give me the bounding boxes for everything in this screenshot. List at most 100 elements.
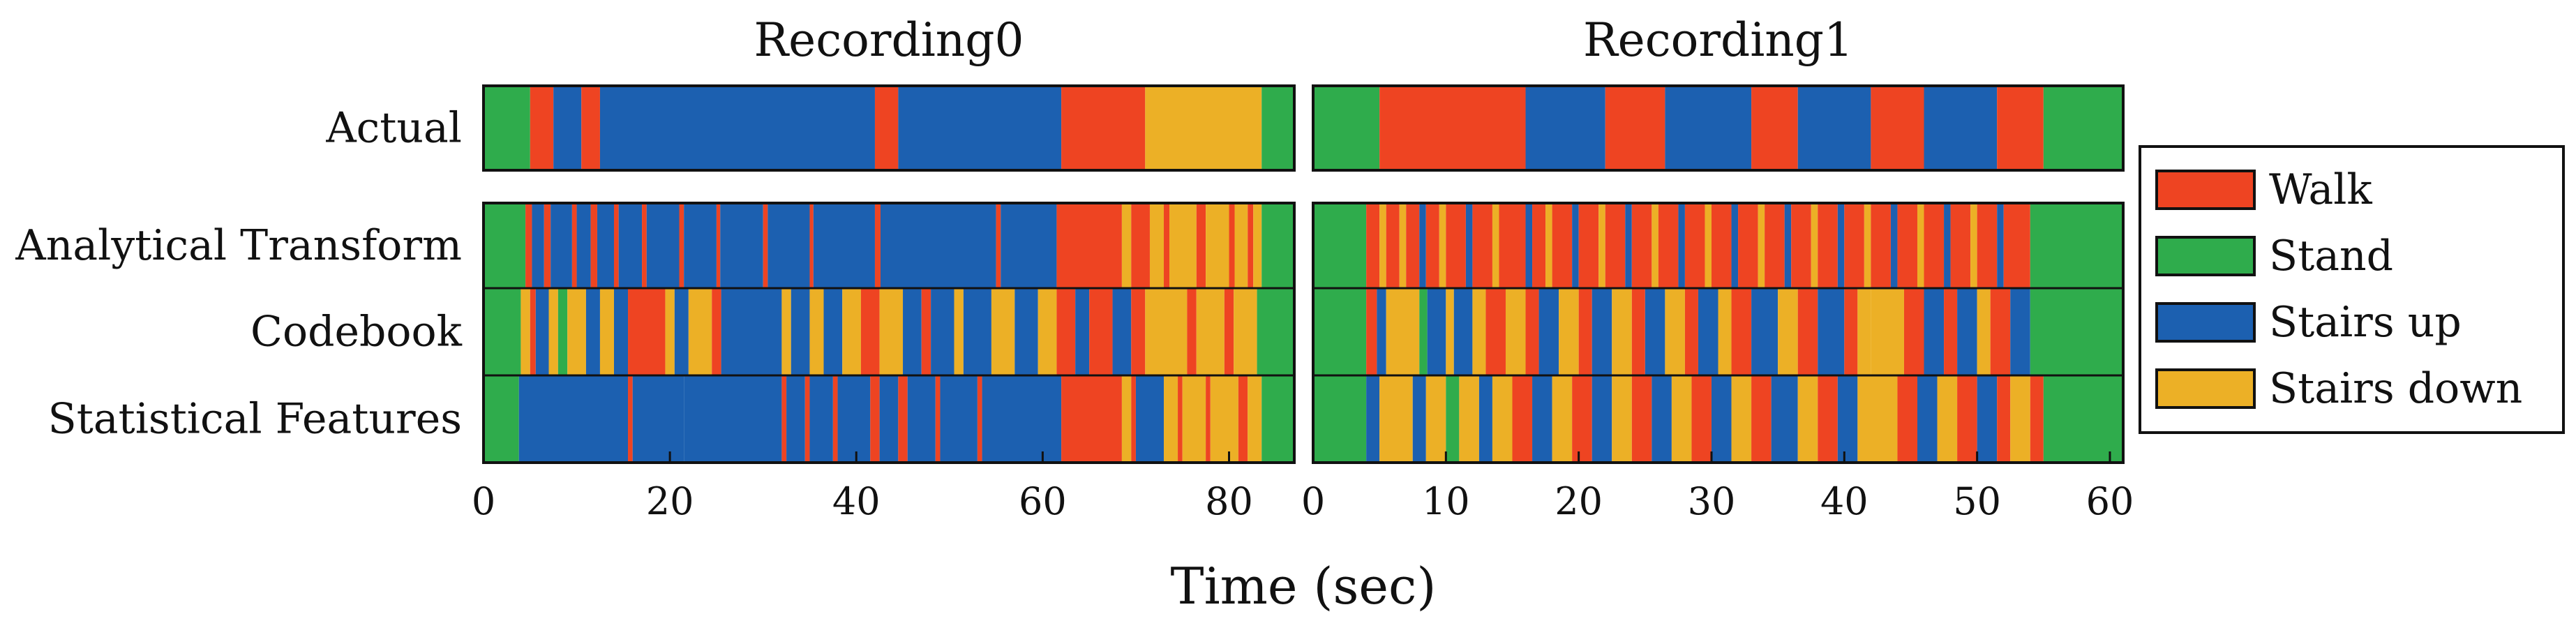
segment-stairs-down bbox=[1038, 288, 1057, 375]
segment-stairs-up bbox=[1075, 288, 1090, 375]
segment-walk bbox=[1897, 203, 1917, 288]
segment-walk bbox=[1379, 86, 1526, 170]
segment-walk bbox=[628, 288, 666, 375]
segment-stairs-up bbox=[1665, 86, 1752, 170]
segment-stairs-down bbox=[1718, 288, 1732, 375]
segment-stairs-up bbox=[1944, 203, 1951, 288]
x-tick-label: 20 bbox=[1555, 479, 1603, 523]
segment-stairs-down bbox=[1459, 375, 1479, 463]
segment-walk bbox=[1224, 288, 1234, 375]
x-tick-label: 20 bbox=[646, 479, 694, 523]
segment-stairs-down bbox=[1778, 288, 1798, 375]
segment-stairs-up bbox=[1924, 288, 1945, 375]
legend-label-walk: Walk bbox=[2269, 165, 2372, 214]
segment-stairs-down bbox=[1145, 86, 1262, 170]
segment-stairs-down bbox=[1169, 203, 1197, 288]
segment-stairs-up bbox=[1917, 375, 1938, 463]
row-label-actual: Actual bbox=[325, 104, 462, 153]
segment-walk bbox=[1631, 288, 1645, 375]
segment-stairs-down bbox=[1492, 375, 1513, 463]
track-statistical-features bbox=[484, 375, 1294, 463]
segment-stairs-up bbox=[1135, 375, 1165, 463]
segment-stairs-down bbox=[1612, 288, 1632, 375]
segment-stairs-down bbox=[1149, 203, 1165, 288]
segment-walk bbox=[1903, 288, 1924, 375]
segment-stairs-up bbox=[1818, 288, 1845, 375]
segment-stairs-up bbox=[674, 288, 689, 375]
segment-stairs-up bbox=[898, 86, 1062, 170]
segment-walk bbox=[1061, 86, 1146, 170]
segment-walk bbox=[1056, 288, 1076, 375]
segment-stairs-up bbox=[1592, 375, 1612, 463]
panel-frame bbox=[1312, 84, 2125, 172]
segment-walk bbox=[1089, 288, 1113, 375]
segment-walk bbox=[1751, 86, 1798, 170]
legend-swatch-stairs-down bbox=[2155, 368, 2256, 409]
segment-stairs-down bbox=[1811, 203, 1818, 288]
segment-walk bbox=[571, 203, 577, 288]
segment-stand bbox=[484, 86, 530, 170]
segment-stairs-down bbox=[954, 288, 964, 375]
segment-stairs-up bbox=[1572, 203, 1579, 288]
segment-walk bbox=[977, 375, 982, 463]
segment-stairs-down bbox=[1234, 288, 1257, 375]
segment-walk bbox=[1532, 203, 1546, 288]
panel-recording0: Recording0 0 20 40 60 80 bbox=[472, 13, 1296, 523]
track-statistical-features bbox=[1313, 375, 2123, 463]
segment-stairs-down bbox=[1196, 288, 1225, 375]
segment-stairs-up bbox=[1678, 203, 1685, 288]
segment-walk bbox=[628, 375, 633, 463]
segment-walk bbox=[1131, 203, 1150, 288]
segment-stairs-up bbox=[1465, 203, 1473, 288]
segment-stairs-up bbox=[1784, 203, 1792, 288]
x-tick-label: 60 bbox=[2086, 479, 2134, 523]
segment-stairs-down bbox=[842, 288, 861, 375]
x-tick-label: 60 bbox=[1019, 479, 1067, 523]
segment-walk bbox=[1631, 203, 1652, 288]
segment-walk bbox=[1206, 375, 1211, 463]
segment-stairs-up bbox=[1419, 203, 1426, 288]
segment-stairs-up bbox=[518, 375, 629, 463]
segment-stairs-down bbox=[1379, 375, 1413, 463]
segment-stairs-down bbox=[1439, 203, 1446, 288]
segment-stairs-up bbox=[786, 375, 805, 463]
segment-stairs-up bbox=[880, 203, 996, 288]
segment-walk bbox=[1977, 203, 1998, 288]
segment-walk bbox=[1578, 203, 1599, 288]
segment-stairs-down bbox=[1797, 375, 1818, 463]
segment-stand bbox=[484, 203, 526, 288]
segment-stairs-up bbox=[535, 288, 549, 375]
segment-stairs-down bbox=[1857, 375, 1898, 463]
segment-stairs-down bbox=[548, 288, 558, 375]
segment-walk bbox=[874, 203, 881, 288]
segment-walk bbox=[874, 86, 899, 170]
segment-stand bbox=[484, 375, 519, 463]
segment-walk bbox=[860, 288, 880, 375]
segment-stairs-up bbox=[618, 203, 643, 288]
track-analytical-transform bbox=[484, 203, 1294, 288]
segment-stairs-up bbox=[791, 288, 810, 375]
segment-stand bbox=[1313, 375, 1367, 463]
segment-walk bbox=[804, 375, 810, 463]
track-codebook bbox=[1313, 288, 2123, 375]
segment-walk bbox=[1871, 203, 1891, 288]
segment-walk bbox=[1818, 203, 1838, 288]
segment-walk bbox=[581, 86, 600, 170]
segment-stairs-up bbox=[1837, 375, 1858, 463]
segment-stairs-down bbox=[1182, 375, 1206, 463]
segment-stairs-up bbox=[1532, 375, 1552, 463]
x-tick-label: 0 bbox=[472, 479, 495, 523]
segment-walk bbox=[1178, 375, 1183, 463]
x-axis-title: Time (sec) bbox=[1171, 557, 1437, 615]
segment-stairs-down bbox=[521, 288, 530, 375]
segment-stairs-up bbox=[1112, 288, 1132, 375]
segment-walk bbox=[1229, 203, 1235, 288]
track-analytical-transform bbox=[1313, 203, 2123, 288]
track-codebook bbox=[484, 288, 1294, 375]
segment-walk bbox=[898, 375, 908, 463]
segment-walk bbox=[1738, 203, 1758, 288]
segment-stand bbox=[2030, 288, 2123, 375]
segment-stairs-down bbox=[1552, 375, 1573, 463]
segment-walk bbox=[781, 375, 787, 463]
segment-stairs-down bbox=[1598, 203, 1605, 288]
